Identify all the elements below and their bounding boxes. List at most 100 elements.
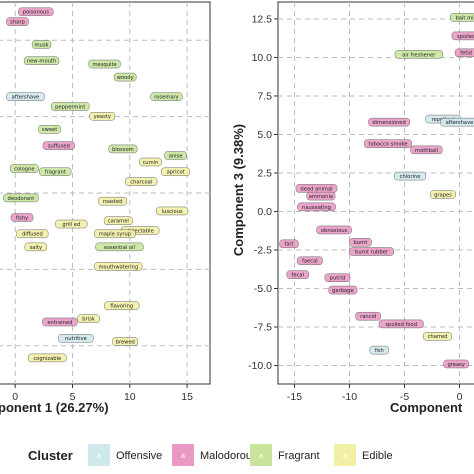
- data-point: sharp: [6, 17, 29, 26]
- y-tick-label: 7.5: [257, 90, 272, 102]
- left-x-ticks: 0 5 10 15: [12, 384, 193, 403]
- data-point-box: [451, 31, 474, 41]
- data-point-label: rosemary: [154, 95, 179, 101]
- data-point-label: mesquite: [92, 62, 116, 68]
- data-point-box: [16, 229, 49, 239]
- data-point-label: fart: [284, 242, 293, 248]
- data-point: salty: [24, 242, 48, 252]
- data-point: cologne: [9, 164, 39, 173]
- data-point-label: burnt rubber: [355, 249, 389, 255]
- data-point-box: [440, 117, 474, 127]
- x-tick-label: 5: [70, 391, 76, 403]
- data-point: fetid: [454, 48, 474, 58]
- data-point-box: [150, 92, 183, 101]
- legend-item-edible: a Edible: [334, 444, 393, 466]
- data-point-label: musk: [35, 42, 49, 48]
- data-point: ammonia: [306, 191, 336, 201]
- data-point: spoiled: [451, 31, 474, 41]
- data-point-box: [161, 167, 191, 177]
- data-point: charred: [423, 332, 452, 341]
- data-point-box: [10, 213, 34, 222]
- data-point-label: fragrant: [45, 170, 66, 176]
- right-points: bait mixspoiledfetidair freshenerrepelle…: [279, 13, 474, 369]
- data-point: spoiled food: [378, 319, 424, 329]
- data-point: mothball: [410, 145, 443, 155]
- data-point: aftershave: [6, 92, 45, 101]
- data-point-box: [443, 359, 470, 369]
- data-point-box: [139, 157, 162, 167]
- data-point: diffused: [16, 229, 49, 239]
- data-point-label: charred: [428, 334, 448, 340]
- data-point: aftershave: [440, 117, 474, 127]
- data-point-label: fetid: [460, 51, 472, 57]
- data-point-box: [9, 164, 39, 173]
- data-point: charcoal: [125, 177, 158, 186]
- legend-swatch-glyph: a: [259, 453, 263, 460]
- y-tick-label: 5.0: [257, 129, 272, 141]
- data-point-box: [108, 144, 138, 154]
- data-point-box: [38, 125, 61, 134]
- data-point-label: brisk: [82, 317, 95, 323]
- x-tick-label: -10: [342, 391, 357, 403]
- data-point: cumin: [139, 157, 162, 167]
- data-point-label: blossom: [112, 147, 134, 153]
- data-point: grapes: [430, 190, 456, 199]
- x-tick-label: 10: [124, 391, 136, 403]
- legend-swatch: [88, 444, 110, 466]
- data-point: mouthwatering: [94, 262, 143, 271]
- data-point-box: [95, 242, 144, 252]
- data-point: essential oil: [95, 242, 144, 252]
- data-point: obnoxious: [316, 225, 352, 235]
- data-point: luscious: [156, 206, 189, 216]
- data-point-box: [113, 72, 137, 82]
- data-point-label: spoiled: [457, 34, 474, 40]
- legend-item-offensive: a Offensive: [88, 444, 162, 466]
- y-tick-label: -7.5: [254, 322, 272, 334]
- data-point-label: diffused: [22, 232, 43, 238]
- data-point: nutritive: [58, 334, 94, 343]
- data-point-box: [306, 191, 336, 201]
- data-point: suffused: [42, 141, 75, 150]
- data-point-box: [355, 311, 382, 321]
- data-point: bait mix: [450, 13, 474, 22]
- data-point: yeasty: [89, 112, 116, 121]
- data-point-box: [297, 256, 323, 266]
- data-point: fish: [369, 345, 389, 355]
- data-point: woody: [113, 72, 137, 82]
- legend-items: a Offensive a Malodorous a Fragrant a Edible: [88, 444, 393, 466]
- data-point-label: air freshener: [402, 52, 436, 58]
- data-point-box: [39, 167, 72, 177]
- y-tick-label: 2.5: [257, 167, 272, 179]
- data-point-label: deodorant: [8, 196, 35, 202]
- data-point-box: [112, 337, 139, 346]
- data-point: brewed: [112, 337, 139, 346]
- data-point-label: faecal: [302, 259, 318, 265]
- data-point-label: rancid: [360, 314, 376, 320]
- legend-swatch-glyph: a: [343, 453, 347, 460]
- data-point-label: sharp: [10, 19, 25, 25]
- data-point-label: aftershave: [12, 95, 40, 101]
- left-panel: poisonous sharp musk new-mouth mesquite woody…: [0, 1, 211, 415]
- y-tick-label: -10.0: [248, 360, 272, 372]
- data-point: rancid: [355, 311, 382, 321]
- legend-swatch-glyph: a: [181, 453, 185, 460]
- data-point-label: delectable: [127, 228, 154, 234]
- data-point: greasy: [443, 359, 470, 369]
- data-point-box: [3, 193, 39, 203]
- data-point: musk: [31, 40, 52, 49]
- data-point-label: putrid: [330, 276, 345, 282]
- left-x-axis-title: ponent 1 (26.27%): [0, 400, 109, 415]
- data-point: apricot: [161, 167, 191, 177]
- data-point-box: [89, 112, 116, 121]
- data-point: faecal: [297, 256, 323, 266]
- data-point: poisonous: [18, 7, 54, 17]
- right-panel: bait mixspoiledfetidair freshenerrepelle…: [231, 1, 474, 415]
- data-point-label: suffused: [48, 144, 70, 150]
- data-point-label: essential oil: [104, 245, 135, 251]
- data-point-label: woody: [117, 75, 134, 81]
- data-point-label: cologne: [14, 166, 34, 172]
- data-point: nauseating: [297, 202, 336, 212]
- data-point-label: fish: [375, 348, 384, 354]
- data-point-box: [423, 332, 452, 341]
